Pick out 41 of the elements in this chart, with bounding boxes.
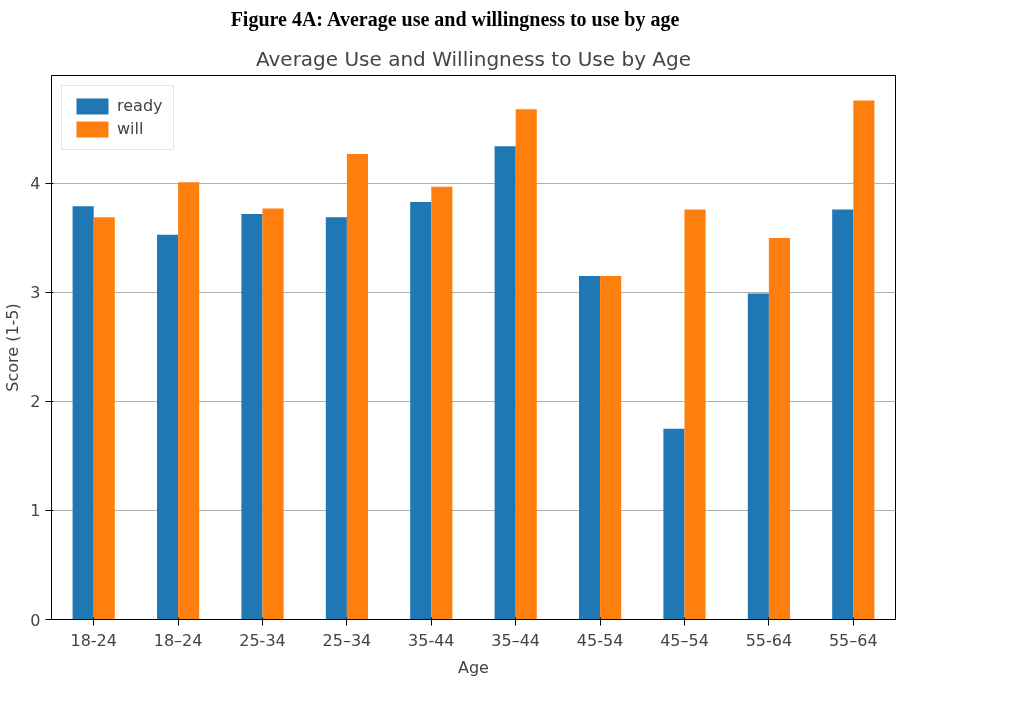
x-tick-label: 18–24: [153, 630, 203, 650]
bar: [832, 209, 854, 620]
bar: [178, 181, 200, 620]
x-tick-label: 55–64: [828, 630, 878, 650]
x-tick-label: 55-64: [745, 630, 793, 650]
legend-label: will: [117, 119, 144, 139]
x-tick-label: 45-54: [576, 630, 624, 650]
x-tick-label: 45–54: [660, 630, 709, 650]
bar: [241, 213, 263, 620]
y-tick-label: 3: [30, 283, 41, 303]
y-axis-title: Score (1-5): [3, 302, 23, 392]
bar: [768, 237, 790, 620]
bar: [853, 100, 875, 620]
bar: [600, 275, 622, 620]
x-axis-title: Age: [458, 657, 489, 677]
y-tick-label: 2: [30, 392, 41, 412]
bar: [747, 293, 769, 620]
bar: [346, 153, 368, 620]
bar: [684, 209, 706, 620]
chart-title: Average Use and Willingness to Use by Age: [255, 46, 692, 71]
bar: [93, 216, 115, 620]
bar: [157, 234, 179, 620]
bar: [72, 205, 94, 620]
bar: [579, 275, 601, 620]
x-tick-label: 35-44: [408, 630, 455, 650]
bar: [515, 108, 537, 620]
legend-label: ready: [117, 96, 163, 116]
y-tick-label: 1: [30, 501, 41, 521]
x-tick-label: 35–44: [491, 630, 541, 650]
x-tick-label: 25-34: [239, 630, 286, 650]
x-tick-label: 18-24: [70, 630, 117, 650]
y-tick-label: 4: [30, 173, 41, 193]
bar: [663, 428, 685, 620]
x-tick-label: 25–34: [322, 630, 372, 650]
y-tick-label: 0: [30, 610, 41, 630]
bar: [410, 201, 432, 620]
bar: [431, 186, 453, 620]
bar: [494, 145, 516, 620]
bar: [325, 216, 347, 620]
bar: [262, 208, 284, 620]
caption: Figure 4A: Average use and willingness to use by age: [230, 7, 680, 33]
